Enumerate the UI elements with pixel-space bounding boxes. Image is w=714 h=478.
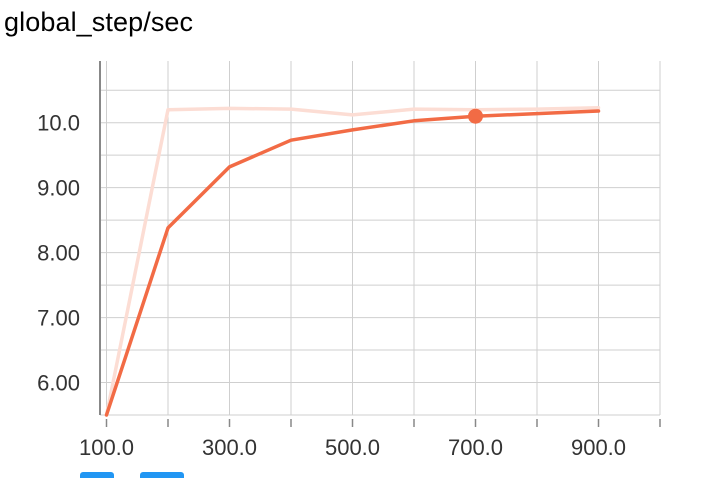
chart-title: global_step/sec xyxy=(4,7,194,37)
x-tick-label: 100.0 xyxy=(79,435,134,460)
x-tick-label: 700.0 xyxy=(448,435,503,460)
x-tick-label: 500.0 xyxy=(325,435,380,460)
smoothed-series-line xyxy=(104,109,601,417)
series-layer xyxy=(104,106,601,417)
y-tick-label: 10.0 xyxy=(37,111,80,136)
y-tick-label: 8.00 xyxy=(37,241,80,266)
footer-toggle-button-left[interactable] xyxy=(80,472,114,478)
axis-layer xyxy=(99,61,661,427)
tick-label-layer: 6.00 7.00 8.00 9.00 10.0 100.0 300.0 500.0 700.0… xyxy=(37,111,626,460)
y-tick-label: 7.00 xyxy=(37,306,80,331)
x-tick-label: 900.0 xyxy=(571,435,626,460)
grid-layer xyxy=(100,61,661,416)
x-tick-label: 300.0 xyxy=(202,435,257,460)
y-tick-label: 6.00 xyxy=(37,371,80,396)
highlighted-data-point[interactable] xyxy=(468,108,483,124)
footer-toggle-button-right[interactable] xyxy=(140,472,184,478)
raw-series-line xyxy=(104,106,601,417)
y-tick-label: 9.00 xyxy=(37,176,80,201)
